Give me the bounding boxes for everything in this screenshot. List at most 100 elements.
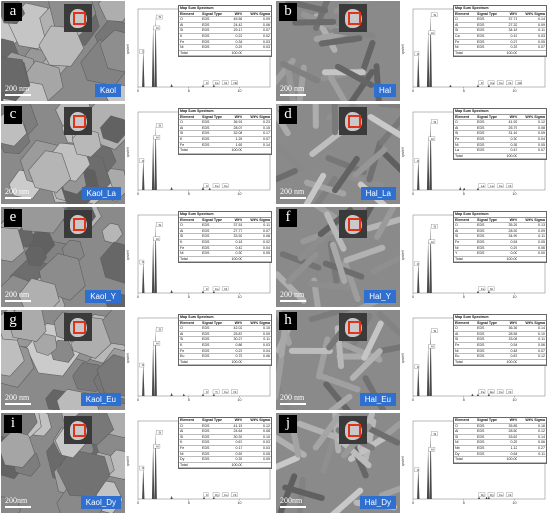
panel-letter: e: [4, 209, 22, 227]
sample-label: Kaol_Eu: [80, 393, 121, 406]
total-label: Total: [455, 256, 463, 261]
table-cell: O: [180, 120, 183, 125]
y-axis-label: cps/eV: [126, 455, 130, 466]
peak-label-box: [414, 467, 420, 472]
table-cell: EDS: [202, 423, 210, 428]
table-row: Si EDS 30.27 0.11: [179, 337, 271, 343]
table-row: Si EDS 33.92 0.08: [179, 234, 271, 240]
table-cell: 0.64: [510, 451, 518, 456]
spectrum-peak: [151, 236, 155, 293]
table-row: O EDS 37.71 0.14: [454, 17, 546, 23]
table-cell: 0.22: [235, 33, 243, 38]
table-cell: Al: [455, 22, 459, 27]
table-cell: 0.02: [263, 33, 270, 38]
scale-bar-line: [280, 300, 306, 302]
table-cell: 0.03: [263, 342, 270, 347]
table-total-row: Total 100.00: [179, 463, 271, 469]
table-header-row: Element Signal Type Wt% Wt% Sigma: [454, 418, 546, 424]
table-cell: EDS: [202, 429, 210, 434]
peak-label: O: [142, 466, 145, 470]
table-header-cell: Signal Type: [477, 11, 497, 16]
scale-bar-line: [5, 197, 31, 199]
table-cell: EDS: [202, 33, 210, 38]
scale-bar: 200 nm: [280, 393, 306, 405]
peak-label-box: [478, 286, 486, 291]
x-tick-label: 0: [137, 398, 139, 402]
table-row: Eu EDS 0.87 0.12: [454, 354, 546, 360]
peak-label-box: [496, 183, 504, 188]
element-table: Map Sum Spectrum Element Signal Type Wt% Wt%…: [178, 211, 272, 264]
x-tick-label: 5: [188, 295, 190, 299]
table-cell: EDS: [202, 331, 210, 336]
spectrum-peak: [477, 496, 481, 499]
table-cell: 0.48: [510, 348, 518, 353]
peak-label-box: [212, 389, 220, 394]
table-header-row: Element Signal Type Wt% Wt% Sigma: [179, 12, 271, 18]
spectrum-peak: [429, 328, 432, 396]
table-cell: 35.85: [508, 423, 518, 428]
spectrum-peak: [459, 186, 462, 190]
table-cell: Al: [180, 228, 184, 233]
y-axis-label: cps/eV: [126, 352, 130, 363]
spectrum-peak: [170, 392, 173, 396]
inset-image: [64, 210, 92, 238]
table-cell: EDS: [477, 440, 485, 445]
peak-label-box: [478, 492, 486, 497]
table-header-cell: Wt%: [234, 114, 243, 119]
table-header-cell: Signal Type: [477, 320, 497, 325]
table-row: Eu EDS 0.75 0.06: [179, 354, 271, 360]
peak-label-box: [496, 492, 504, 497]
table-header-cell: Element: [455, 114, 469, 119]
peak-label: Ti: [215, 390, 218, 394]
sem-texture: [276, 104, 400, 204]
table-cell: 0.36: [510, 142, 518, 147]
table-cell: 0.15: [263, 326, 270, 331]
sem-image: f 200 nm Hal_Y: [276, 207, 400, 307]
table-row: Ni EDS 0.29 0.06: [454, 246, 546, 252]
table-cell: 0.07: [263, 228, 270, 233]
table-total-row: Total 100.00: [179, 51, 271, 57]
peak-label-box: [212, 80, 220, 85]
spectrum-peak: [182, 393, 185, 396]
inset-image: [339, 313, 367, 341]
table-header-cell: Wt% Sigma: [250, 114, 270, 119]
panel-d: d 200 nm Hal_La cps/eV 0 5 10 O Al Si La La Fe Ni Map …: [275, 103, 550, 206]
spectrum-peak: [426, 344, 430, 396]
peak-label: Fe: [224, 390, 228, 394]
peak-label: Fe: [215, 287, 219, 291]
table-row: Nb EDS 1.12 0.27: [454, 446, 546, 452]
table-header-cell: Signal Type: [202, 11, 222, 16]
peak-label-box: [139, 362, 145, 368]
table-cell: 30.27: [233, 337, 243, 342]
table-row: O EDS 45.56 0.09: [179, 17, 271, 23]
table-cell: 0.11: [538, 28, 545, 33]
scale-bar-label: 200 nm: [280, 84, 305, 93]
spectrum-peak: [426, 239, 430, 293]
inset-image: [339, 4, 367, 32]
peak-label-box: [203, 492, 209, 497]
spectrum-peak: [487, 496, 491, 499]
table-cell: 0.86: [235, 342, 243, 347]
table-row: Fe EDS 1.65 0.14: [179, 143, 271, 149]
spectrum-peak: [426, 447, 430, 499]
peak-label: Al: [156, 26, 159, 30]
peak-label-box: [231, 389, 238, 394]
table-cell: EDS: [477, 120, 485, 125]
table-header-cell: Wt%: [509, 114, 518, 119]
peak-label-box: [231, 80, 238, 85]
peak-label-box: [431, 431, 438, 436]
table-header-cell: Wt%: [509, 320, 518, 325]
spectrum-peak: [429, 12, 432, 87]
table-cell: EDS: [477, 434, 485, 439]
table-cell: Fe: [455, 239, 460, 244]
peak-label: K: [206, 81, 208, 85]
sample-label: Hal_Dy: [359, 496, 396, 509]
table-title: Map Sum Spectrum: [179, 109, 271, 115]
table-title: Map Sum Spectrum: [454, 6, 546, 12]
table-row: Ni EDS 0.59 0.05: [179, 452, 271, 458]
table-header-cell: Wt% Sigma: [250, 320, 270, 325]
peak-label: Ni: [508, 81, 511, 85]
peak-label-box: [212, 286, 220, 291]
